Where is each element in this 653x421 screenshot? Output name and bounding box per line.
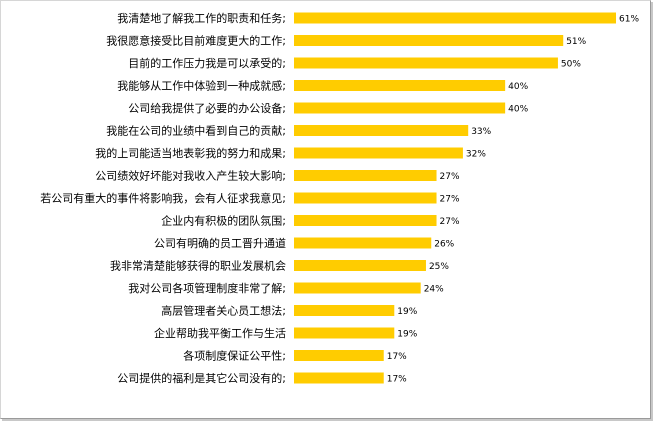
value-label: 17% xyxy=(387,352,407,362)
category-label: 各项制度保证公平性; xyxy=(183,349,286,363)
category-label: 我能够从工作中体验到一种成就感; xyxy=(117,79,286,93)
bar xyxy=(294,170,437,181)
category-label: 若公司有重大的事件将影响我，会有人征求我意见; xyxy=(40,191,286,205)
bar xyxy=(294,80,506,91)
value-label: 26% xyxy=(434,240,454,250)
bar xyxy=(294,192,437,204)
category-label: 企业帮助我平衡工作与生活 xyxy=(154,326,286,340)
bar xyxy=(294,237,432,249)
bar xyxy=(294,350,384,361)
bar xyxy=(294,260,426,271)
value-label: 40% xyxy=(508,105,528,115)
value-label: 40% xyxy=(508,82,528,92)
bars xyxy=(294,12,616,384)
bar xyxy=(294,215,437,226)
bar xyxy=(294,282,421,294)
category-label: 公司给我提供了必要的办公设备; xyxy=(128,101,286,115)
value-label: 32% xyxy=(466,150,486,160)
value-label: 27% xyxy=(440,195,460,205)
category-label: 目前的工作压力我是可以承受的; xyxy=(128,56,286,70)
bar xyxy=(294,125,469,136)
value-label: 51% xyxy=(566,37,586,47)
value-label: 27% xyxy=(440,217,460,227)
category-label: 我对公司各项管理制度非常了解; xyxy=(128,281,286,295)
category-label: 我清楚地了解我工作的职责和任务; xyxy=(117,11,286,25)
category-label: 我的上司能适当地表彰我的努力和成果; xyxy=(95,146,286,160)
value-label: 61% xyxy=(619,15,639,25)
value-label: 17% xyxy=(387,375,407,385)
category-label: 公司提供的福利是其它公司没有的; xyxy=(117,371,286,385)
category-label: 公司有明确的员工晋升通道 xyxy=(154,236,286,250)
value-label: 50% xyxy=(561,60,581,70)
category-labels: 我清楚地了解我工作的职责和任务; 我很愿意接受比目前难度更大的工作; 目前的工作压力… xyxy=(40,11,286,385)
category-label: 我能在公司的业绩中看到自己的贡献; xyxy=(106,124,286,138)
value-label: 33% xyxy=(471,127,491,137)
value-labels: 61% 51% 50% 40% 40% 33% 32% 27% 27% 27% 26% 25% 24% 1… xyxy=(387,15,640,385)
bar xyxy=(294,102,506,114)
value-label: 19% xyxy=(397,307,417,317)
value-label: 25% xyxy=(429,262,449,272)
value-label: 24% xyxy=(424,285,444,295)
bar xyxy=(294,372,384,384)
bar xyxy=(294,57,558,69)
bar xyxy=(294,12,616,24)
category-label: 我很愿意接受比目前难度更大的工作; xyxy=(106,34,286,48)
category-label: 我非常清楚能够获得的职业发展机会 xyxy=(110,259,286,273)
bar xyxy=(294,305,395,316)
category-label: 公司绩效好坏能对我收入产生较大影响; xyxy=(95,169,286,183)
value-label: 27% xyxy=(440,172,460,182)
category-label: 高层管理者关心员工想法; xyxy=(161,304,286,318)
bar xyxy=(294,327,395,339)
category-label: 企业内有积极的团队氛围; xyxy=(161,214,286,228)
bar xyxy=(294,147,463,159)
bar xyxy=(294,35,564,46)
value-label: 19% xyxy=(397,330,417,340)
